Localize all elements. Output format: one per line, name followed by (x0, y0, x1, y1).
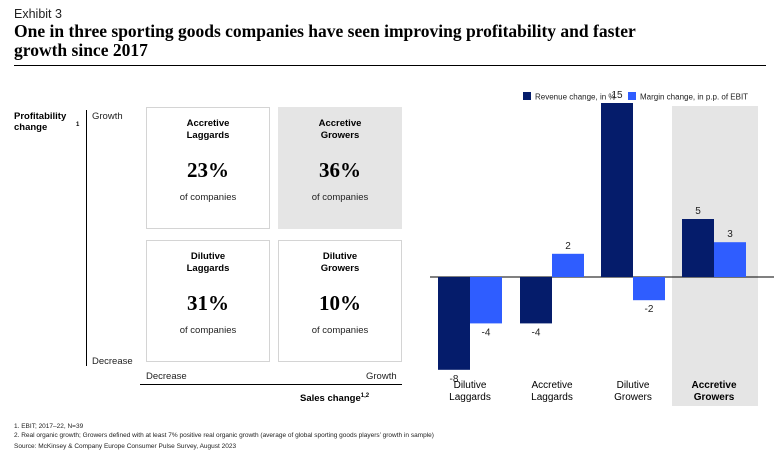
exhibit-number: Exhibit 3 (14, 7, 62, 21)
bar (682, 219, 714, 277)
bar (601, 103, 633, 277)
bar-chart: Revenue change, in % Margin change, in p.… (430, 90, 774, 406)
category-label: Dilutive (617, 380, 650, 391)
quadrant-name-text: Dilutive Growers (320, 251, 360, 274)
quadrant-subtitle: of companies (179, 192, 237, 203)
quadrant-dilutive-growers: Dilutive Growers 10% of companies (278, 240, 402, 362)
x-axis-decrease-label: Decrease (146, 371, 187, 382)
chart-title: One in three sporting goods companies ha… (14, 21, 636, 60)
bar (633, 277, 665, 301)
quadrant-subtitle: of companies (311, 325, 369, 336)
category-label: Dilutive (454, 380, 487, 391)
category-label: Accretive (531, 380, 573, 391)
y-axis-growth-label: Growth (92, 111, 123, 122)
bar (438, 277, 470, 370)
y-axis-title: Profitability change 1 (14, 111, 79, 133)
legend-swatch (523, 92, 531, 100)
y-axis-title-label: Profitability change (14, 111, 67, 133)
y-axis-title-text: Profitability change 1 (14, 111, 79, 133)
category-label: Accretive (691, 380, 736, 391)
quadrant-percentage: 23% (187, 158, 229, 182)
bar (552, 253, 584, 277)
legend-swatch (628, 92, 636, 100)
quadrant-dilutive-laggards: Dilutive Laggards 31% of companies (146, 240, 270, 362)
quadrant-name-text: Accretive Growers (318, 118, 362, 141)
x-axis-footnote-ref: 1,2 (360, 393, 370, 399)
quadrant-subtitle: of companies (311, 192, 369, 203)
quadrant-name: Accretive Growers (279, 118, 401, 142)
quadrant-accretive-growers: Accretive Growers 36% of companies (278, 107, 402, 229)
bar (520, 277, 552, 324)
quadrant-percentage: 31% (187, 291, 229, 315)
quadrant-name-text: Accretive Laggards (186, 118, 230, 141)
bar-value-label: 3 (727, 229, 733, 240)
footnote-1: 1. EBIT; 2017–22, N=39 (14, 423, 84, 430)
bar-value-label: -2 (645, 304, 654, 315)
y-axis-footnote-ref: 1 (76, 121, 80, 128)
x-axis-growth-label: Growth (366, 371, 397, 382)
quadrant-name-text: Dilutive Laggards (186, 251, 230, 274)
title-divider (14, 65, 766, 66)
bar-value-label: -8 (450, 374, 459, 385)
bar-value-label: 15 (611, 90, 623, 101)
bar (470, 277, 502, 324)
matrix-y-axis (86, 110, 87, 366)
bar (714, 242, 746, 277)
category-label: Growers (614, 392, 652, 403)
source-note: Source: McKinsey & Company Europe Consum… (14, 443, 237, 450)
quadrant-name: Accretive Laggards (147, 118, 269, 142)
x-axis-title-label: Sales change (300, 393, 361, 405)
category-label: Growers (694, 392, 735, 403)
bar-value-label: -4 (482, 327, 491, 338)
quadrant-accretive-laggards: Accretive Laggards 23% of companies (146, 107, 270, 229)
quadrant-name: Dilutive Laggards (147, 251, 269, 275)
bar-value-label: 5 (695, 206, 701, 217)
footnote-2: 2. Real organic growth; Growers defined … (14, 432, 434, 439)
quadrant-percentage: 36% (319, 158, 361, 182)
quadrant-subtitle: of companies (179, 325, 237, 336)
bar-value-label: -4 (532, 327, 541, 338)
matrix-x-axis (140, 384, 402, 385)
legend-label: Revenue change, in % (535, 93, 616, 102)
x-axis-title: Sales change1,2 (300, 393, 369, 404)
category-label: Laggards (531, 392, 573, 403)
bar-value-label: 2 (565, 241, 571, 252)
y-axis-decrease-label: Decrease (92, 356, 133, 367)
legend-label: Margin change, in p.p. of EBIT (640, 93, 748, 102)
category-label: Laggards (449, 392, 491, 403)
quadrant-percentage: 10% (319, 291, 361, 315)
quadrant-name: Dilutive Growers (279, 251, 401, 275)
